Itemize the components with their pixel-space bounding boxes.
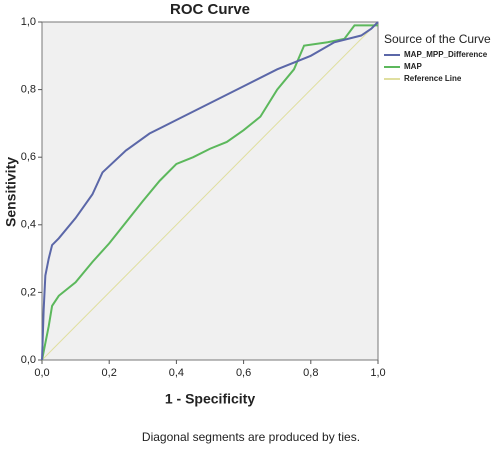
legend-label: MAP_MPP_Difference <box>404 50 488 59</box>
x-tick-label: 0,4 <box>169 367 184 379</box>
x-tick-label: 1,0 <box>370 367 385 379</box>
roc-line <box>41 21 379 361</box>
legend-title: Source of the Curve <box>384 32 491 46</box>
x-tick-label: 0,2 <box>102 367 117 379</box>
y-tick-label: 0,2 <box>21 286 36 298</box>
roc-line <box>41 21 379 361</box>
y-axis-label: Sensitivity <box>3 157 19 227</box>
roc-line <box>41 24 378 361</box>
chart-title: ROC Curve <box>170 1 250 18</box>
y-tick-label: 0,0 <box>21 354 36 366</box>
x-tick-label: 0,0 <box>34 367 49 379</box>
x-axis-label: 1 - Specificity <box>165 391 255 407</box>
y-tick-label: 0,6 <box>21 151 36 163</box>
y-tick-label: 1,0 <box>21 16 36 28</box>
x-tick-label: 0,6 <box>236 367 251 379</box>
x-tick-label: 0,8 <box>303 367 318 379</box>
legend-label: Reference Line <box>404 74 462 83</box>
y-tick-label: 0,4 <box>21 219 36 231</box>
legend-label: MAP <box>404 62 422 71</box>
y-tick-label: 0,8 <box>21 84 36 96</box>
footnote: Diagonal segments are produced by ties. <box>142 430 360 444</box>
